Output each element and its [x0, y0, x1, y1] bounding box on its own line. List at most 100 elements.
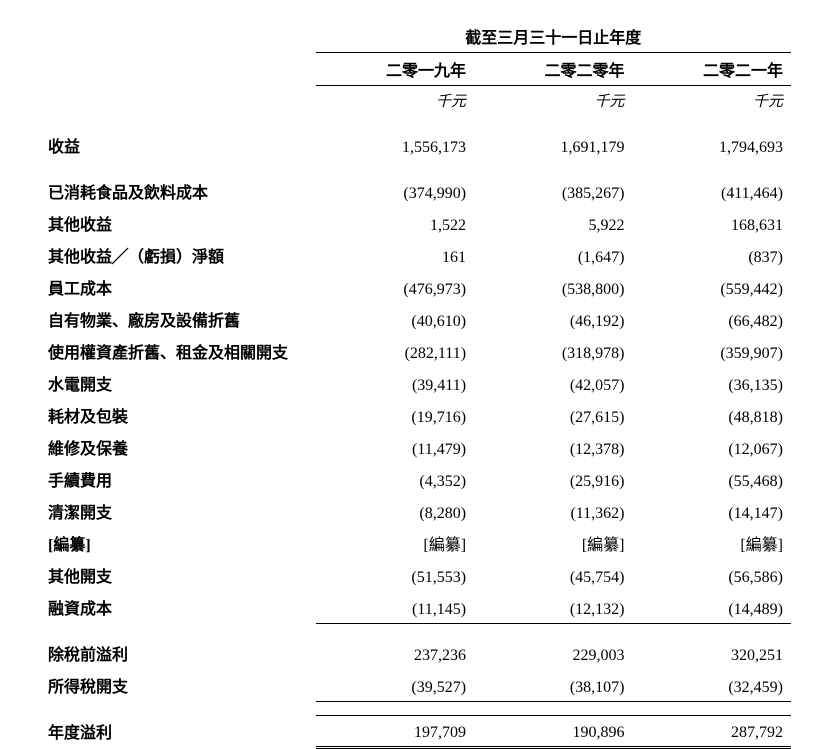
row-value: (374,990) [316, 175, 474, 207]
table-row: 收益1,556,1731,691,1791,794,693 [40, 129, 791, 161]
spacer [40, 115, 791, 129]
row-value: [編纂] [316, 527, 474, 559]
row-value: (411,464) [633, 175, 792, 207]
row-value: 287,792 [633, 715, 792, 747]
table-row: 所得稅開支(39,527)(38,107)(32,459) [40, 669, 791, 701]
year-header-1: 二零二零年 [474, 53, 632, 86]
table-row: 已消耗食品及飲料成本(374,990)(385,267)(411,464) [40, 175, 791, 207]
table-row: 其他收益╱（虧損）淨額161(1,647)(837) [40, 239, 791, 271]
table-body: 收益1,556,1731,691,1791,794,693 已消耗食品及飲料成本(… [40, 129, 791, 747]
row-value: (38,107) [474, 669, 632, 701]
blank-header [40, 20, 316, 53]
row-value: 237,236 [316, 637, 474, 669]
row-value: (12,132) [474, 591, 632, 623]
row-label: 清潔開支 [40, 495, 316, 527]
row-value: (11,145) [316, 591, 474, 623]
row-value: (56,586) [633, 559, 792, 591]
row-value: (40,610) [316, 303, 474, 335]
row-label: 除稅前溢利 [40, 637, 316, 669]
row-value: (538,800) [474, 271, 632, 303]
table-row: 使用權資產折舊、租金及相關開支(282,111)(318,978)(359,90… [40, 335, 791, 367]
row-label: 收益 [40, 129, 316, 161]
row-label: 年度溢利 [40, 715, 316, 747]
row-label: 其他開支 [40, 559, 316, 591]
row-value: (11,362) [474, 495, 632, 527]
row-value: 1,794,693 [633, 129, 792, 161]
row-value: (318,978) [474, 335, 632, 367]
row-label: 自有物業、廠房及設備折舊 [40, 303, 316, 335]
row-value: (11,479) [316, 431, 474, 463]
row-value: (14,147) [633, 495, 792, 527]
row-value: (359,907) [633, 335, 792, 367]
row-value: 161 [316, 239, 474, 271]
row-value: 197,709 [316, 715, 474, 747]
table-row: 年度溢利197,709190,896287,792 [40, 715, 791, 747]
table-row: 維修及保養(11,479)(12,378)(12,067) [40, 431, 791, 463]
row-value: 1,691,179 [474, 129, 632, 161]
row-label: [編纂] [40, 527, 316, 559]
row-value: (4,352) [316, 463, 474, 495]
spacer [40, 161, 791, 175]
unit-0: 千元 [316, 86, 474, 116]
period-title: 截至三月三十一日止年度 [316, 20, 791, 53]
unit-1: 千元 [474, 86, 632, 116]
row-label: 員工成本 [40, 271, 316, 303]
row-value: (46,192) [474, 303, 632, 335]
table-row: 自有物業、廠房及設備折舊(40,610)(46,192)(66,482) [40, 303, 791, 335]
table-row: 清潔開支(8,280)(11,362)(14,147) [40, 495, 791, 527]
year-header-row: 二零一九年 二零二零年 二零二一年 [40, 53, 791, 86]
row-value: [編纂] [633, 527, 792, 559]
table-row: 耗材及包裝(19,716)(27,615)(48,818) [40, 399, 791, 431]
row-value: (45,754) [474, 559, 632, 591]
row-value: 320,251 [633, 637, 792, 669]
table-row: 其他收益1,5225,922168,631 [40, 207, 791, 239]
row-value: 229,003 [474, 637, 632, 669]
row-value: 168,631 [633, 207, 792, 239]
row-value: (51,553) [316, 559, 474, 591]
unit-2: 千元 [633, 86, 792, 116]
table-row: 其他開支(51,553)(45,754)(56,586) [40, 559, 791, 591]
row-label: 耗材及包裝 [40, 399, 316, 431]
row-value: (12,067) [633, 431, 792, 463]
table-row: 員工成本(476,973)(538,800)(559,442) [40, 271, 791, 303]
row-value: (25,916) [474, 463, 632, 495]
row-value: [編纂] [474, 527, 632, 559]
year-header-2: 二零二一年 [633, 53, 792, 86]
table-row: [編纂][編纂][編纂][編纂] [40, 527, 791, 559]
row-value: (282,111) [316, 335, 474, 367]
table-row: 融資成本(11,145)(12,132)(14,489) [40, 591, 791, 623]
row-value: (48,818) [633, 399, 792, 431]
row-value: 5,922 [474, 207, 632, 239]
row-label: 使用權資產折舊、租金及相關開支 [40, 335, 316, 367]
row-value: (837) [633, 239, 792, 271]
row-label: 融資成本 [40, 591, 316, 623]
table-row: 除稅前溢利237,236229,003320,251 [40, 637, 791, 669]
table-row: 水電開支(39,411)(42,057)(36,135) [40, 367, 791, 399]
row-label: 維修及保養 [40, 431, 316, 463]
row-value: (39,527) [316, 669, 474, 701]
blank-cell [40, 86, 316, 116]
row-value: (36,135) [633, 367, 792, 399]
blank-header [40, 53, 316, 86]
table-row: 手續費用(4,352)(25,916)(55,468) [40, 463, 791, 495]
row-label: 其他收益 [40, 207, 316, 239]
row-value: (55,468) [633, 463, 792, 495]
row-value: (39,411) [316, 367, 474, 399]
row-label: 所得稅開支 [40, 669, 316, 701]
row-value: (42,057) [474, 367, 632, 399]
period-header-row: 截至三月三十一日止年度 [40, 20, 791, 53]
row-value: (1,647) [474, 239, 632, 271]
year-header-0: 二零一九年 [316, 53, 474, 86]
row-label: 水電開支 [40, 367, 316, 399]
row-value: (12,378) [474, 431, 632, 463]
row-label: 手續費用 [40, 463, 316, 495]
row-value: 1,556,173 [316, 129, 474, 161]
row-label: 其他收益╱（虧損）淨額 [40, 239, 316, 271]
row-value: (66,482) [633, 303, 792, 335]
spacer [40, 701, 791, 715]
row-value: 190,896 [474, 715, 632, 747]
row-value: 1,522 [316, 207, 474, 239]
row-value: (559,442) [633, 271, 792, 303]
income-statement-table: 截至三月三十一日止年度 二零一九年 二零二零年 二零二一年 千元 千元 千元 收… [40, 20, 791, 749]
spacer [40, 623, 791, 637]
